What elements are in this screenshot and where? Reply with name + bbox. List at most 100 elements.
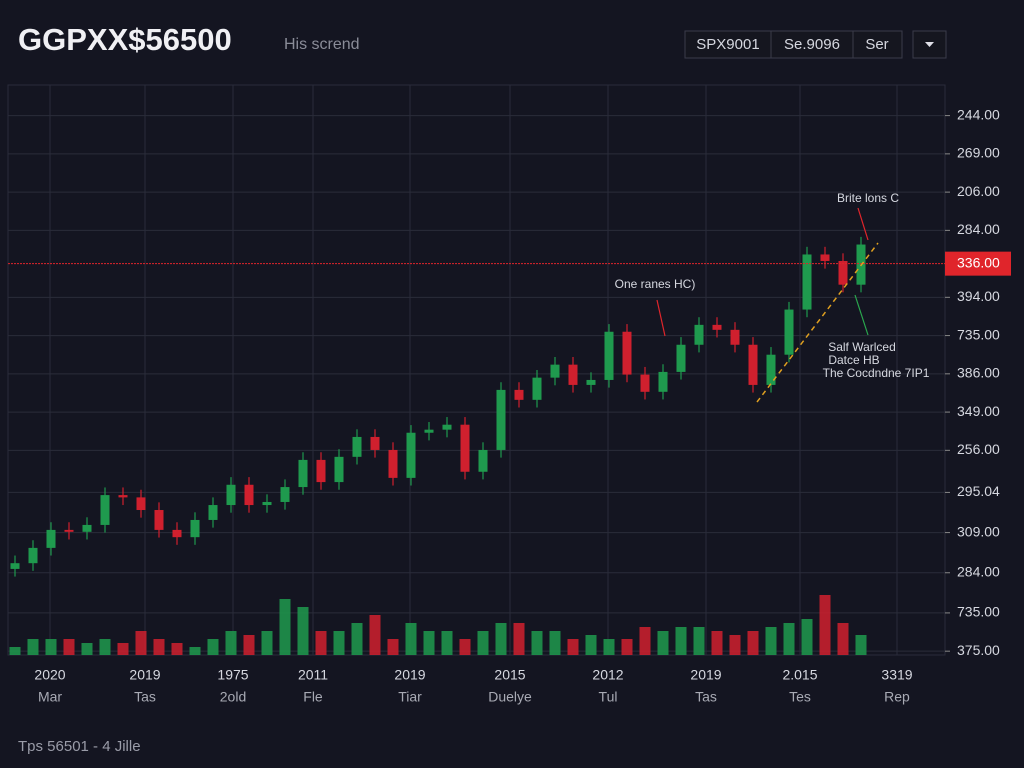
button-label[interactable]: Se.9096 [784, 36, 840, 53]
candle-body [784, 309, 794, 355]
plot: 244.00 269.00 206.00 284.00 394.00 735.00 386.… [8, 85, 1011, 705]
candle-body [154, 510, 164, 530]
x-tick-label: 3319 [881, 667, 912, 683]
arrow [656, 299, 666, 337]
candle-body [172, 529, 182, 538]
x-tick-label: 2011 [298, 667, 328, 683]
y-tick-label: 735.00 [957, 326, 1000, 342]
y-tick-label: 284.00 [957, 221, 1000, 237]
volume-bar [711, 631, 723, 655]
candle-body [712, 324, 722, 330]
candle-body [244, 484, 254, 506]
button[interactable] [684, 30, 772, 59]
annotation: One ranes HC) [615, 277, 696, 291]
annotation: Datce HB [828, 353, 879, 367]
volume-bar [261, 631, 273, 655]
y-tick-label: 394.00 [957, 288, 1000, 304]
volume-bar [153, 639, 165, 655]
candle-body [640, 374, 650, 392]
volume-bar [81, 643, 93, 655]
volume-bar [189, 647, 201, 655]
candle-body [334, 456, 344, 483]
candle-body [802, 254, 812, 310]
candle-body [370, 436, 380, 450]
volume-bar [405, 623, 417, 655]
annotation: The Cocdndne 7IP1 [823, 366, 930, 380]
candle-body [82, 524, 92, 532]
volume-bar [117, 643, 129, 655]
candle-body [208, 505, 218, 520]
candle-body [10, 563, 20, 569]
volume-bar [765, 627, 777, 655]
volume-bar [747, 631, 759, 655]
candle-body [226, 484, 236, 506]
button-label[interactable]: Ser [865, 36, 888, 53]
volume-bar [819, 595, 831, 655]
x-sublabel: Tas [695, 689, 717, 705]
volume-bar [837, 623, 849, 655]
volume-bar [423, 631, 435, 655]
candle-body [298, 459, 308, 488]
candle-body [694, 324, 704, 345]
candle-body [586, 379, 596, 385]
volume-bar [171, 643, 183, 655]
button[interactable] [852, 30, 903, 59]
x-tick-label: 2.015 [782, 667, 817, 683]
volume-bar [27, 639, 39, 655]
y-tick-label: 244.00 [957, 106, 1000, 122]
volume-bar [495, 623, 507, 655]
volume-bar [459, 639, 471, 655]
volume-bar [387, 639, 399, 655]
toolbar: SPX9001 Se.9096 Ser [684, 30, 947, 59]
volume-bar [135, 631, 147, 655]
button-label[interactable]: SPX9001 [696, 36, 759, 53]
volume-bar [9, 647, 21, 655]
dropdown-arrow[interactable] [925, 42, 934, 47]
volume-bar [783, 623, 795, 655]
subtitle: His scrend [284, 36, 360, 53]
x-sublabel: Tes [789, 689, 811, 705]
volume-bar [441, 631, 453, 655]
x-sublabel: Mar [38, 689, 62, 705]
x-tick-label: 2019 [129, 667, 160, 683]
candle-body [100, 495, 110, 525]
price-tag-label: 336.00 [957, 254, 1000, 270]
dropdown[interactable] [912, 30, 947, 59]
volume-bar [297, 607, 309, 655]
x-sublabel: Tiar [398, 689, 422, 705]
candle-body [838, 260, 848, 285]
candle-body [442, 424, 452, 430]
candle-body [280, 487, 290, 502]
volume-bar [369, 615, 381, 655]
title: GGPXX$56500 [18, 22, 232, 57]
candle-body [64, 529, 74, 532]
candle-body [316, 459, 326, 483]
candle-body [676, 344, 686, 372]
volume-bar [63, 639, 75, 655]
x-tick-label: 2020 [34, 667, 65, 683]
volume-bar [333, 631, 345, 655]
x-tick-label: 2019 [394, 667, 425, 683]
y-tick-label: 284.00 [957, 563, 1000, 579]
y-tick-label: 375.00 [957, 642, 1000, 658]
x-sublabel: Tul [599, 689, 618, 705]
candle-body [424, 429, 434, 433]
y-tick-label: 349.00 [957, 403, 1000, 419]
footer: Tps 56501 - 4 Jille [18, 738, 141, 755]
candle-body [568, 364, 578, 385]
volume-bar [639, 627, 651, 655]
candle-body [622, 331, 632, 375]
y-tick-label: 309.00 [957, 523, 1000, 539]
y-tick-label: 735.00 [957, 604, 1000, 620]
volume-bar [675, 627, 687, 655]
volume-bar [513, 623, 525, 655]
candle-body [730, 329, 740, 345]
plot-frame [7, 84, 946, 656]
candle-body [136, 497, 146, 511]
volume-bar [99, 639, 111, 655]
volume-bar [693, 627, 705, 655]
price-tag [945, 251, 1011, 276]
